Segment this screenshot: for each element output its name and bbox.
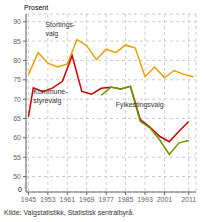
svg-text:90: 90 (13, 18, 21, 25)
svg-text:1969: 1969 (79, 196, 95, 203)
svg-text:≈: ≈ (24, 183, 28, 190)
svg-text:80: 80 (13, 57, 21, 64)
svg-text:85: 85 (13, 38, 21, 45)
svg-text:2001: 2001 (157, 196, 173, 203)
svg-text:1953: 1953 (40, 196, 56, 203)
html-text:Kilde: Valgstatistikk, Statist: Kilde: Valgstatistikk, Statistisk sentra… (4, 209, 135, 216)
svg-text:70: 70 (13, 96, 21, 103)
svg-text:55: 55 (13, 154, 21, 161)
svg-text:Stortings-valg: Stortings-valg (45, 21, 76, 37)
svg-text:1985: 1985 (118, 196, 134, 203)
svg-text:Kommune-styrevalg: Kommune-styrevalg (33, 88, 68, 105)
svg-text:1977: 1977 (98, 196, 114, 203)
svg-text:65: 65 (13, 115, 21, 122)
svg-text:2011: 2011 (181, 196, 196, 203)
svg-text:75: 75 (13, 76, 21, 83)
svg-text:0: 0 (18, 186, 22, 193)
svg-text:50: 50 (13, 173, 21, 180)
svg-text:1945: 1945 (21, 196, 37, 203)
svg-text:1993: 1993 (137, 196, 153, 203)
svg-text:60: 60 (13, 134, 21, 141)
svg-text:1961: 1961 (59, 196, 75, 203)
svg-text:Fylkestingsvalg: Fylkestingsvalg (116, 101, 164, 109)
svg-text:Prosent: Prosent (24, 4, 48, 11)
